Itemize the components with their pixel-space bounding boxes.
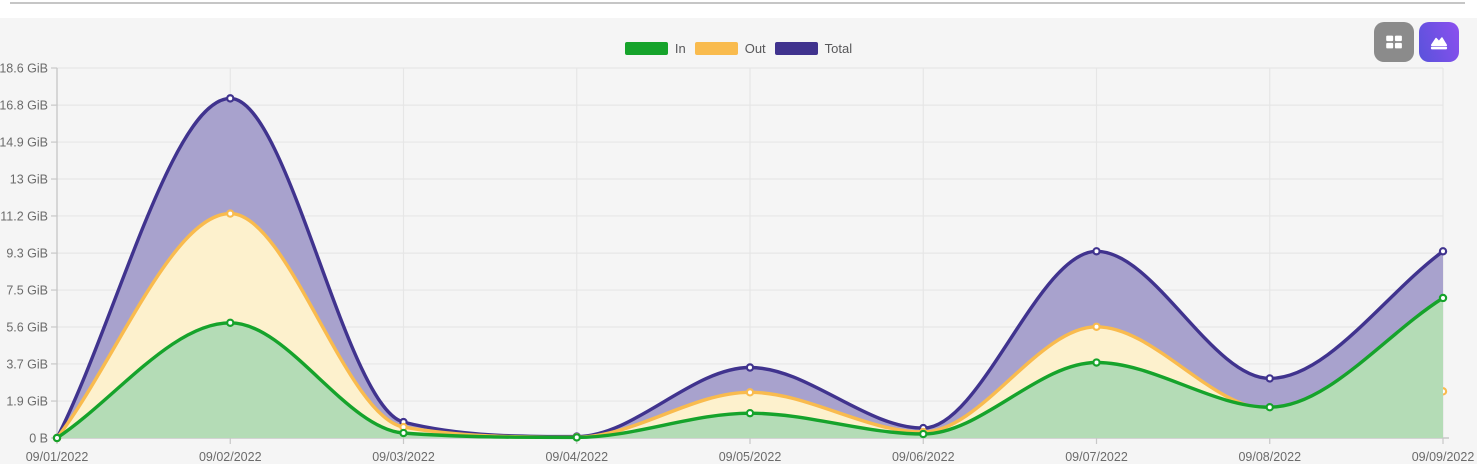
- traffic-area-chart[interactable]: 0 B 1.9 GiB 3.7 GiB 5.6 GiB 7.5 GiB 9.3 GiB 11…: [0, 18, 1477, 465]
- area-chart-icon: [1428, 31, 1450, 53]
- svg-text:09/07/2022: 09/07/2022: [1065, 450, 1128, 464]
- legend-item-in[interactable]: In: [624, 41, 686, 56]
- table-view-button[interactable]: [1374, 22, 1414, 62]
- chart-legend: In Out Total: [0, 41, 1477, 56]
- svg-text:18.6 GiB: 18.6 GiB: [0, 62, 48, 76]
- top-divider: [0, 0, 1477, 18]
- legend-swatch-total: [774, 42, 818, 55]
- legend-swatch-in: [624, 42, 668, 55]
- svg-text:14.9 GiB: 14.9 GiB: [0, 136, 48, 150]
- svg-text:9.3 GiB: 9.3 GiB: [6, 247, 48, 261]
- svg-text:09/06/2022: 09/06/2022: [892, 450, 955, 464]
- view-toolbar: [1374, 22, 1459, 62]
- svg-text:09/02/2022: 09/02/2022: [199, 450, 262, 464]
- svg-text:09/03/2022: 09/03/2022: [372, 450, 435, 464]
- legend-label-out: Out: [744, 41, 766, 56]
- traffic-chart-panel: In Out Total: [0, 18, 1477, 464]
- table-icon: [1383, 31, 1405, 53]
- svg-text:09/08/2022: 09/08/2022: [1238, 450, 1301, 464]
- svg-text:09/01/2022: 09/01/2022: [26, 450, 89, 464]
- horizontal-rule: [10, 2, 1465, 4]
- svg-text:11.2 GiB: 11.2 GiB: [0, 209, 48, 223]
- svg-text:5.6 GiB: 5.6 GiB: [6, 320, 48, 334]
- legend-item-total[interactable]: Total: [774, 41, 853, 56]
- svg-text:09/09/2022: 09/09/2022: [1412, 450, 1475, 464]
- svg-text:0 B: 0 B: [29, 432, 48, 446]
- svg-text:7.5 GiB: 7.5 GiB: [6, 284, 48, 298]
- area-chart-view-button[interactable]: [1419, 22, 1459, 62]
- svg-text:09/04/2022: 09/04/2022: [545, 450, 608, 464]
- svg-text:09/05/2022: 09/05/2022: [719, 450, 782, 464]
- legend-swatch-out: [694, 42, 738, 55]
- svg-text:3.7 GiB: 3.7 GiB: [6, 357, 48, 371]
- legend-label-total: Total: [824, 41, 853, 56]
- svg-text:13 GiB: 13 GiB: [10, 173, 48, 187]
- legend-item-out[interactable]: Out: [694, 41, 766, 56]
- svg-text:16.8 GiB: 16.8 GiB: [0, 99, 48, 113]
- legend-label-in: In: [674, 41, 686, 56]
- svg-text:1.9 GiB: 1.9 GiB: [6, 395, 48, 409]
